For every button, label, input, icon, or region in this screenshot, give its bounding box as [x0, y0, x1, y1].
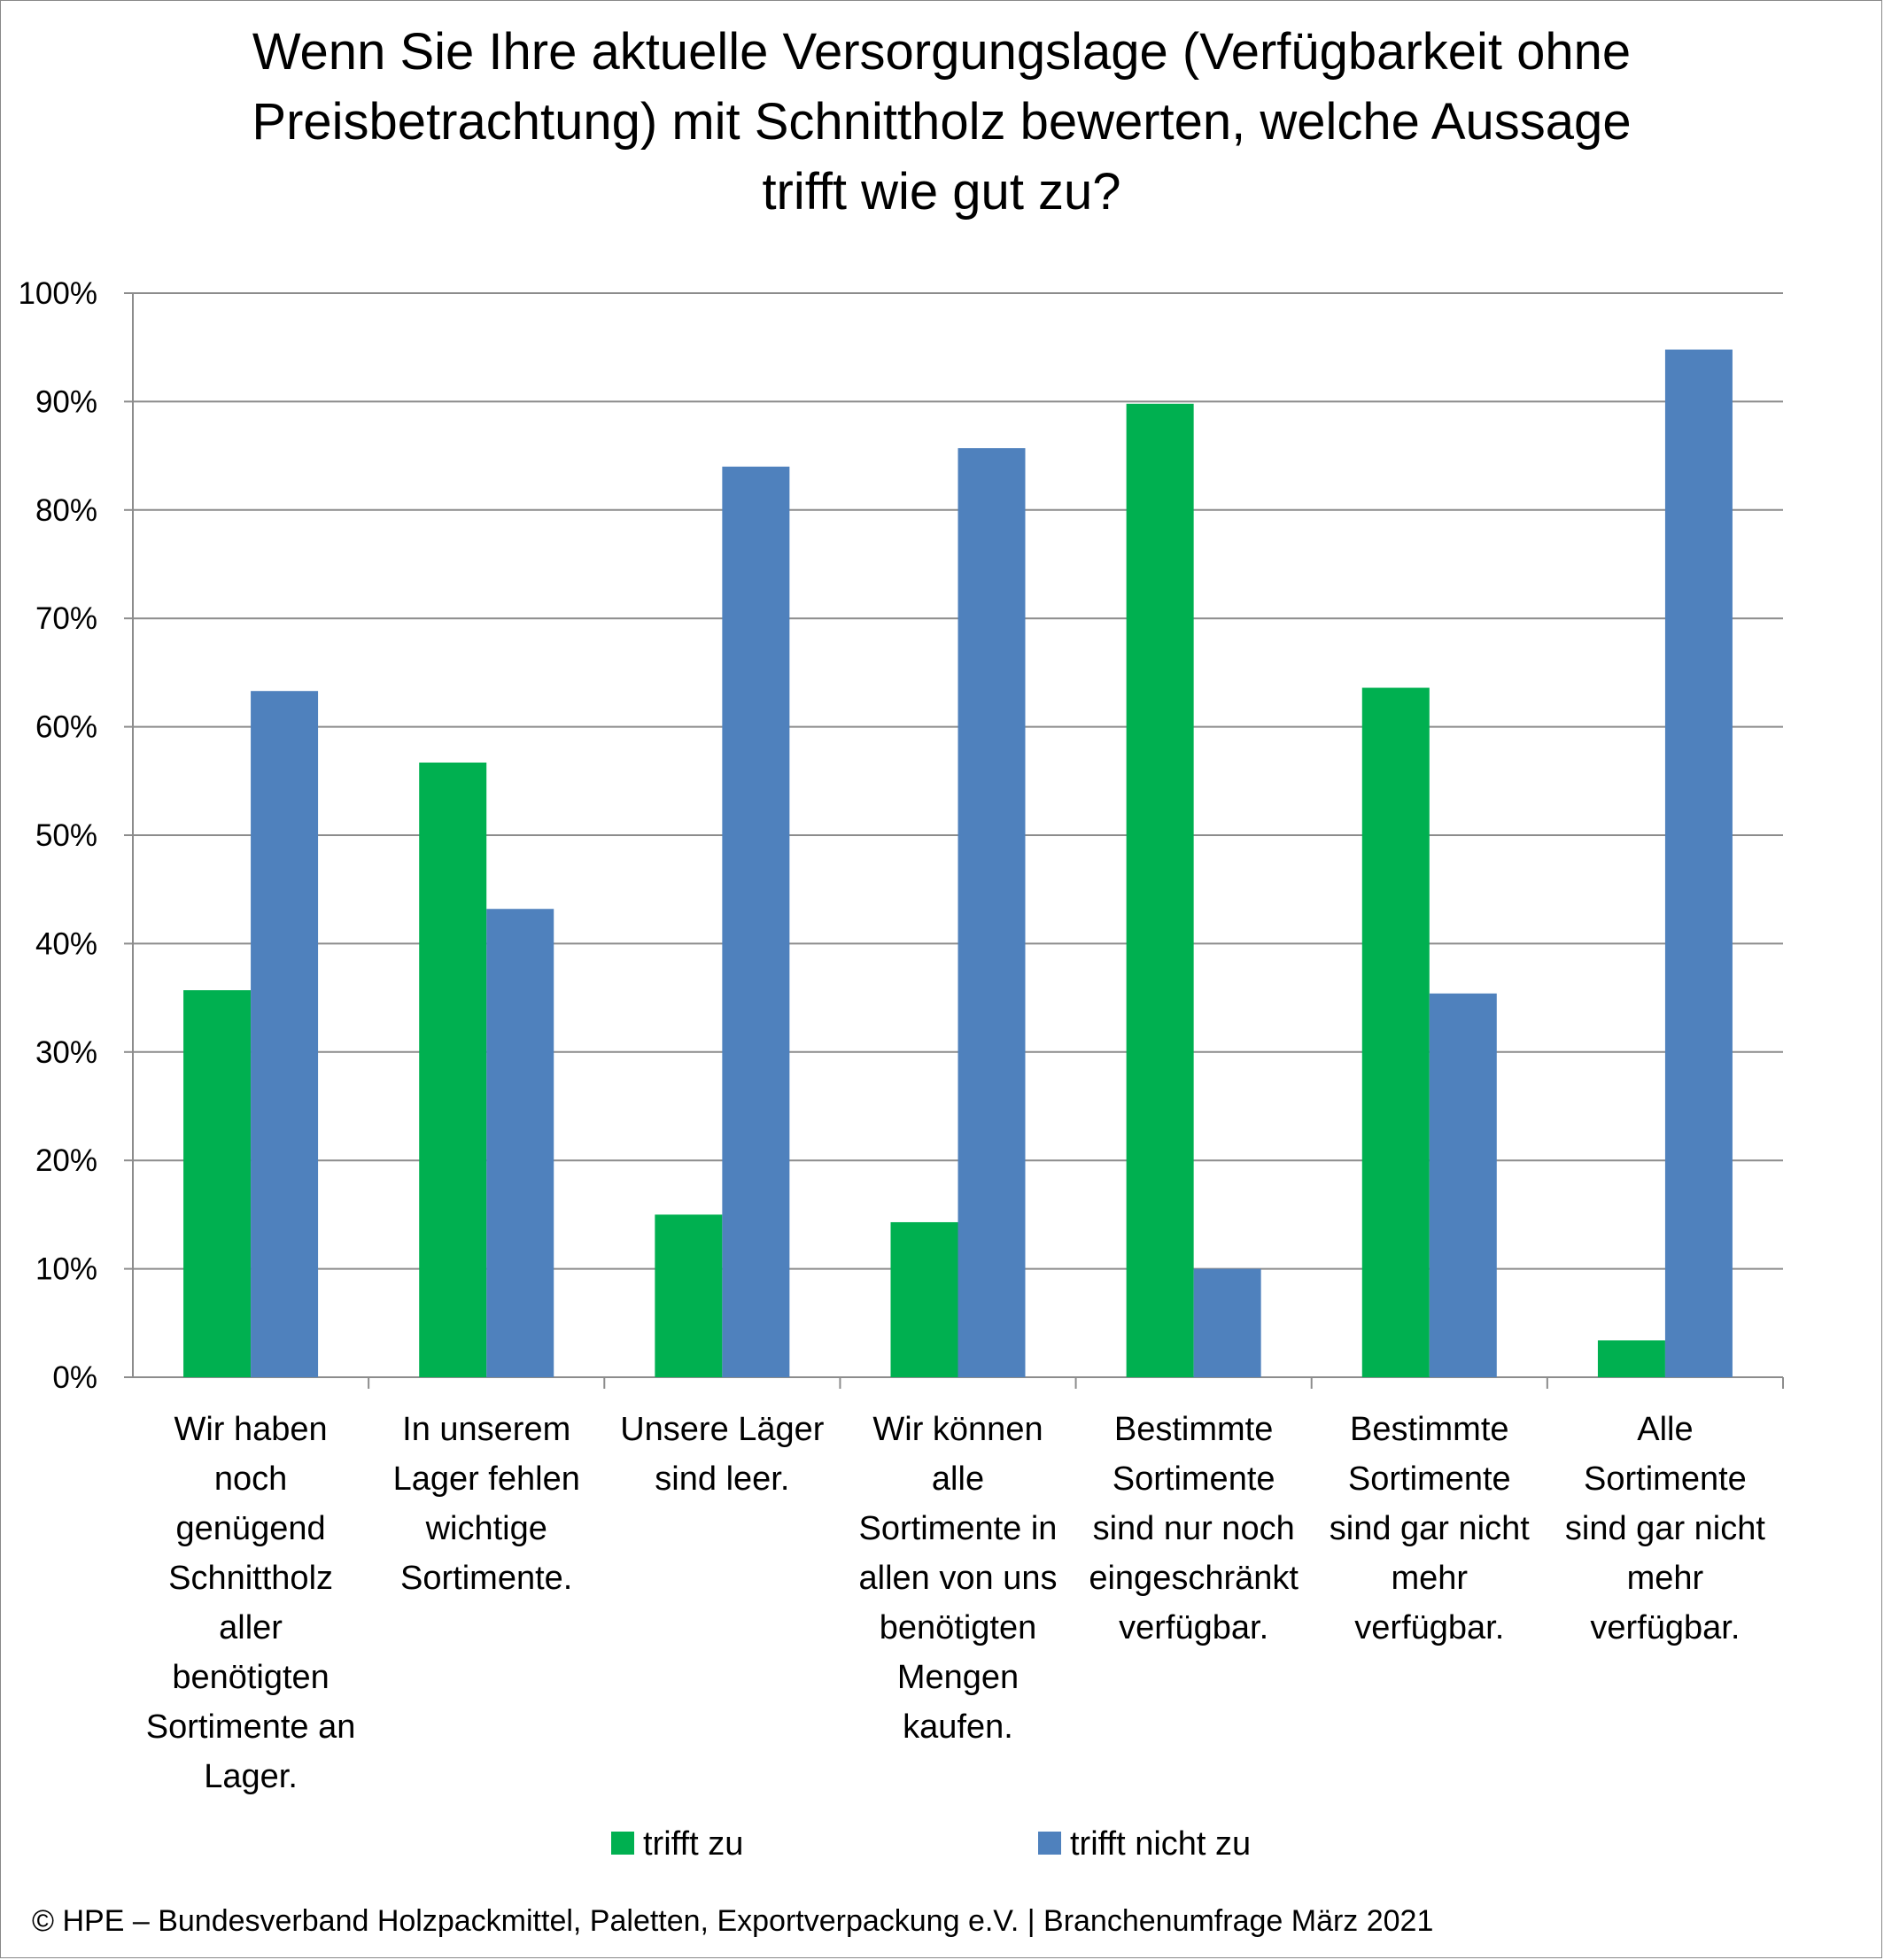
x-category-label-line: Schnittholz — [168, 1560, 333, 1597]
bar-trifft-zu — [890, 1221, 958, 1377]
bar-trifft-nicht-zu — [1193, 1268, 1261, 1377]
x-category-label: Alle Sortimente sind gar nicht mehr verfügba… — [1565, 1411, 1765, 1646]
y-tick-label: 0% — [52, 1360, 97, 1395]
footer-credit: © HPE – Bundesverband Holzpackmittel, Pa… — [32, 1904, 1433, 1938]
x-category-label-line: noch — [214, 1460, 287, 1498]
x-category-label-line: Wir haben — [174, 1411, 327, 1448]
bar-trifft-zu — [419, 762, 487, 1377]
bar-trifft-nicht-zu — [251, 691, 319, 1377]
x-category-label-line: kaufen. — [903, 1708, 1013, 1746]
x-category-label-line: Sortimente — [1348, 1460, 1511, 1498]
bar-trifft-nicht-zu — [1429, 993, 1497, 1377]
y-tick-label: 20% — [35, 1143, 97, 1178]
x-category-label-line: Alle — [1637, 1411, 1693, 1448]
y-tick-label: 60% — [35, 710, 97, 745]
x-category-label-line: alle — [932, 1460, 984, 1498]
x-category-label-line: aller — [219, 1609, 283, 1646]
bar-trifft-zu — [655, 1214, 723, 1377]
legend-swatch — [611, 1832, 634, 1855]
x-category-label-line: Sortimente — [1584, 1460, 1747, 1498]
x-category-label-line: In unserem — [402, 1411, 570, 1448]
y-tick-label: 70% — [35, 601, 97, 636]
y-tick-label: 90% — [35, 384, 97, 419]
legend-label: trifft nicht zu — [1070, 1825, 1251, 1863]
y-tick-label: 50% — [35, 818, 97, 853]
x-category-label-line: verfügbar. — [1354, 1609, 1504, 1646]
x-category-label: In unserem Lager fehlen wichtige Sortimente… — [393, 1411, 580, 1597]
chart-title-line-1: Wenn Sie Ihre aktuelle Versorgungslage (… — [252, 23, 1631, 81]
x-category-label-line: Sortimente. — [400, 1560, 572, 1597]
x-category-label-line: Sortimente an — [146, 1708, 356, 1746]
bar-trifft-nicht-zu — [958, 448, 1026, 1378]
bar-trifft-zu — [1126, 403, 1194, 1377]
x-category-label-line: genügend — [176, 1510, 326, 1547]
bar-trifft-zu — [1361, 687, 1430, 1377]
y-tick-label: 100% — [18, 276, 97, 311]
x-category-label-line: benötigten — [172, 1659, 330, 1696]
x-category-label: Wir können alle Sortimente in allen von uns… — [859, 1411, 1058, 1746]
x-category-label: Unsere Läger sind leer. — [620, 1411, 825, 1498]
bar-trifft-nicht-zu — [1664, 349, 1733, 1378]
bar-trifft-nicht-zu — [722, 466, 790, 1377]
x-category-label-line: sind gar nicht — [1330, 1510, 1530, 1547]
x-category-label: Wir haben noch genügend Schnittholz aller ben… — [146, 1411, 356, 1795]
chart-title-line-3: trifft wie gut zu? — [762, 163, 1120, 221]
x-category-label-line: sind gar nicht — [1565, 1510, 1765, 1547]
legend-label: trifft zu — [643, 1825, 743, 1863]
x-category-label: Bestimmte Sortimente sind gar nicht mehr ver… — [1330, 1411, 1530, 1646]
legend-swatch — [1038, 1832, 1061, 1855]
x-category-label-line: Mengen — [897, 1659, 1019, 1696]
y-tick-label: 80% — [35, 493, 97, 528]
bar-trifft-zu — [183, 990, 252, 1377]
x-category-label-line: allen von uns — [859, 1560, 1058, 1597]
chart-title-line-2: Preisbetrachtung) mit Schnittholz bewert… — [252, 93, 1631, 151]
x-category-label-line: Lager fehlen — [393, 1460, 580, 1498]
x-category-label-line: eingeschränkt — [1089, 1560, 1299, 1597]
x-category-label-line: wichtige — [425, 1510, 547, 1547]
bar-trifft-zu — [1597, 1340, 1665, 1377]
x-category-label-line: Unsere Läger — [620, 1411, 825, 1448]
x-category-label-line: mehr — [1391, 1560, 1468, 1597]
bar-trifft-nicht-zu — [486, 909, 554, 1377]
y-tick-label: 10% — [35, 1252, 97, 1287]
x-category-label-line: Wir können — [872, 1411, 1043, 1448]
x-category-label-line: Sortimente in — [859, 1510, 1058, 1547]
x-category-label-line: Bestimmte — [1114, 1411, 1273, 1448]
x-category-label-line: Lager. — [204, 1758, 298, 1795]
x-category-label-line: Sortimente — [1113, 1460, 1275, 1498]
x-category-label-line: mehr — [1627, 1560, 1704, 1597]
x-category-label-line: sind leer. — [655, 1460, 789, 1498]
y-tick-label: 40% — [35, 926, 97, 961]
x-category-label-line: Bestimmte — [1350, 1411, 1508, 1448]
x-category-label: Bestimmte Sortimente sind nur noch eingesch… — [1089, 1411, 1299, 1646]
y-tick-label: 30% — [35, 1035, 97, 1070]
x-category-label-line: verfügbar. — [1119, 1609, 1268, 1646]
x-category-label-line: sind nur noch — [1093, 1510, 1295, 1547]
x-category-label-line: benötigten — [880, 1609, 1037, 1646]
x-category-label-line: verfügbar. — [1590, 1609, 1740, 1646]
